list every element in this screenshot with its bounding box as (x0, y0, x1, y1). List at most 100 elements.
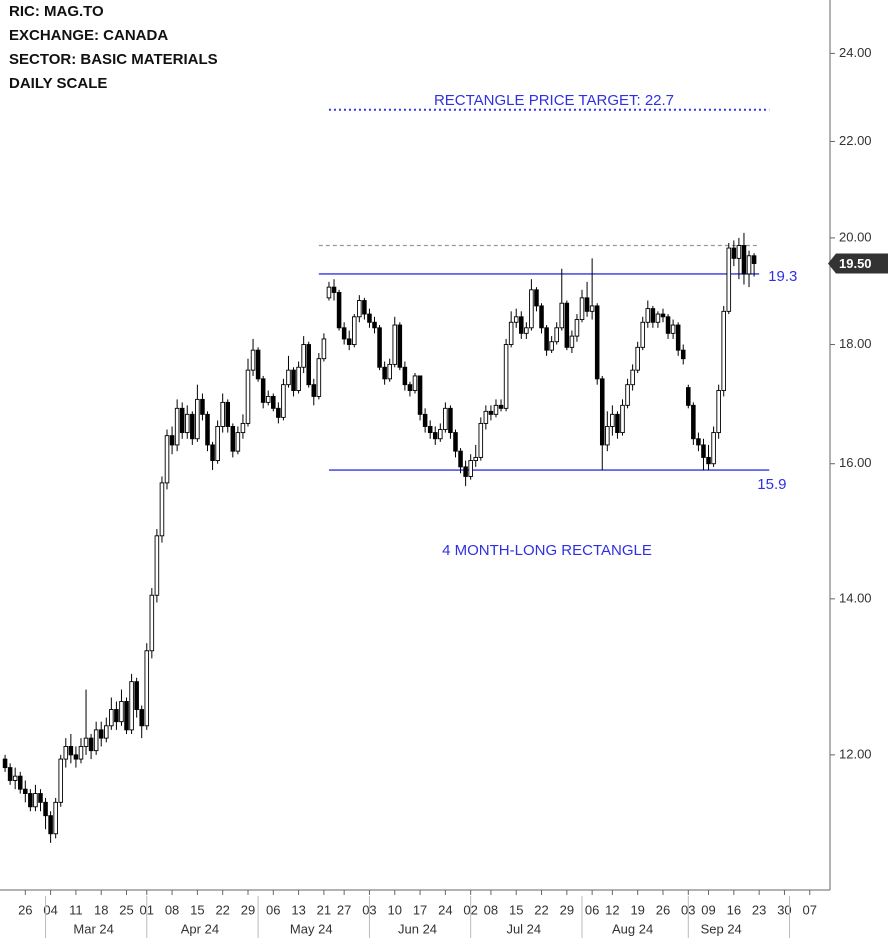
month-label: Aug 24 (612, 921, 653, 936)
x-tick-label: 21 (317, 902, 331, 917)
candle-body (741, 245, 747, 275)
candle-body (665, 316, 671, 334)
candle-body (286, 369, 291, 386)
candle-body (610, 413, 615, 427)
candle-body (362, 300, 367, 315)
y-tick-label: 22.00 (839, 133, 872, 148)
candle-body (240, 422, 246, 434)
candle-body (2, 758, 8, 769)
candle-body (38, 793, 43, 803)
candle-body (468, 460, 473, 477)
candle-body (508, 321, 514, 345)
candle-body (225, 401, 231, 427)
candle-body (417, 375, 423, 415)
candle-body (443, 407, 448, 430)
candle-body (407, 384, 413, 391)
candle-body (109, 709, 114, 727)
candle-body (250, 349, 256, 371)
candle-body (519, 316, 524, 334)
candle-body (706, 456, 711, 465)
candle-body (200, 398, 205, 415)
candle-body (83, 737, 89, 747)
price-badge-label: 19.50 (839, 256, 872, 271)
candle-body (73, 754, 79, 760)
level-label: 15.9 (757, 476, 786, 493)
candle-body (655, 313, 661, 323)
candle-body (594, 305, 600, 380)
x-tick-label: 08 (484, 902, 498, 917)
candle-body (271, 395, 276, 409)
candle-body (488, 410, 494, 415)
candle-body (144, 650, 150, 727)
candle-body (260, 378, 266, 403)
candle-body (78, 746, 84, 760)
x-tick-label: 29 (560, 902, 574, 917)
y-tick-label: 18.00 (839, 336, 872, 351)
candle-body (174, 407, 180, 446)
month-label: Jul 24 (506, 921, 541, 936)
candle-body (134, 681, 139, 710)
candle-body (529, 289, 534, 329)
x-tick-label: 22 (215, 902, 229, 917)
x-tick-label: 17 (413, 902, 427, 917)
x-tick-label: 19 (630, 902, 644, 917)
candle-body (660, 313, 666, 318)
candle-body (326, 286, 332, 299)
month-label: Sep 24 (701, 921, 742, 936)
candle-body (215, 426, 220, 462)
candle-body (195, 398, 200, 440)
y-tick-label: 24.00 (839, 45, 872, 60)
y-tick-label: 12.00 (839, 746, 872, 761)
candle-body (726, 247, 732, 312)
x-tick-label: 26 (656, 902, 670, 917)
candle-body (620, 404, 625, 434)
candle-body (640, 321, 646, 348)
candle-body (43, 801, 48, 817)
candle-body (306, 344, 311, 386)
candle-body (12, 775, 18, 781)
candle-body (235, 432, 241, 452)
candle-body (458, 450, 463, 468)
candle-body (503, 344, 509, 409)
target-annotation: RECTANGLE PRICE TARGET: 22.7 (434, 92, 674, 109)
pattern-annotation: 4 MONTH-LONG RECTANGLE (442, 542, 652, 559)
candle-body (701, 444, 706, 458)
candle-body (473, 456, 479, 462)
month-label: Jun 24 (398, 921, 437, 936)
candle-body (574, 319, 580, 337)
candle-body (230, 426, 236, 452)
header-line: SECTOR: BASIC MATERIALS (9, 51, 218, 68)
header-line: DAILY SCALE (9, 75, 107, 92)
x-tick-label: 12 (605, 902, 619, 917)
candle-body (675, 324, 681, 351)
candle-body (104, 725, 109, 739)
candle-body (245, 369, 251, 424)
candle-body (346, 338, 352, 345)
candle-body (119, 701, 124, 723)
x-tick-label: 15 (509, 902, 523, 917)
candle-body (544, 327, 549, 351)
candle-body (392, 324, 398, 365)
candle-body (316, 358, 322, 397)
candle-body (28, 793, 33, 808)
x-tick-label: 06 (585, 902, 599, 917)
candle-body (554, 327, 559, 343)
candle-body (686, 387, 691, 406)
candle-body (438, 429, 443, 440)
candle-body (68, 746, 74, 756)
x-tick-label: 27 (337, 902, 351, 917)
candle-body (336, 292, 342, 329)
candle-body (589, 305, 595, 312)
candle-body (680, 349, 686, 360)
candle-body (331, 286, 337, 293)
x-tick-label: 13 (291, 902, 305, 917)
candle-body (584, 297, 590, 312)
candle-body (164, 435, 170, 484)
y-tick-label: 16.00 (839, 455, 872, 470)
candle-body (124, 701, 129, 731)
candle-body (114, 709, 119, 723)
x-tick-label: 29 (241, 902, 255, 917)
x-tick-label: 08 (165, 902, 179, 917)
candle-body (569, 335, 575, 348)
